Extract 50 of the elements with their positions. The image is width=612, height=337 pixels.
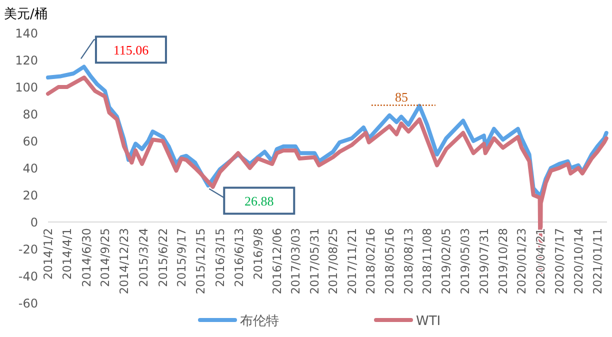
x-tick-label: 2016/3/15: [212, 228, 227, 287]
x-tick-label: 2020/10/14: [571, 228, 586, 294]
x-tick-label: 2016/6/13: [232, 228, 246, 287]
legend-label: WTI: [416, 314, 441, 329]
annotation: 26.88: [244, 194, 274, 209]
x-tick-label: 2014/1/2: [41, 228, 55, 280]
legend-label: 布伦特: [240, 314, 279, 329]
x-tick-label: 2014/12/23: [117, 228, 132, 294]
x-tick-label: 2020/07/17: [552, 228, 566, 294]
annotation: 115.06: [113, 42, 150, 58]
x-tick-label: 2015/9/17: [174, 228, 188, 287]
y-tick-label: 80: [22, 108, 38, 122]
y-tick-label: 140: [15, 26, 38, 40]
x-tick-label: 2018/11/08: [420, 228, 434, 294]
x-tick-label: 2019/02/05: [439, 228, 454, 294]
x-tick-label: 2017/08/25: [326, 228, 340, 294]
x-tick-label: 2017/03/03: [288, 228, 302, 294]
annotation: 85: [371, 89, 436, 106]
x-tick-label: 2018/08/13: [402, 228, 416, 294]
y-tick-label: 120: [15, 54, 38, 68]
annotation: 115.06: [80, 36, 167, 64]
x-tick-label: 2015/12/15: [193, 228, 208, 294]
x-tick-label: 2014/9/25: [98, 228, 112, 287]
y-tick-label: -40: [18, 270, 38, 284]
x-tick-label: 2017/11/21: [344, 228, 359, 294]
x-tick-label: 2015/6/22: [156, 228, 170, 287]
x-tick-label: 2014/4/1: [60, 228, 74, 280]
y-tick-label: -20: [18, 242, 38, 256]
annotation: 26.88: [208, 186, 296, 215]
y-tick-label: 60: [22, 134, 38, 148]
x-tick-label: 2020/01/23: [514, 228, 529, 294]
x-tick-label: 2017/05/31: [308, 228, 322, 294]
x-tick-label: 2018/05/16: [382, 228, 396, 294]
x-tick-label: 2016/12/06: [270, 228, 284, 294]
x-tick-label: 2019/10/28: [496, 228, 510, 294]
x-tick-label: 2016/9/8: [250, 228, 265, 280]
y-tick-label: -60: [18, 296, 38, 310]
y-tick-label: 20: [22, 188, 38, 202]
x-tick-label: 2019/07/31: [476, 228, 491, 294]
x-tick-label: 2019/05/03: [458, 228, 472, 294]
y-axis-title: 美元/桶: [4, 6, 48, 22]
annotation: 85: [394, 89, 408, 104]
x-tick-label: 2014/6/30: [79, 228, 94, 287]
y-tick-label: 0: [30, 216, 38, 230]
x-tick-label: 2018/02/16: [363, 228, 378, 294]
y-tick-label: 100: [15, 80, 38, 94]
x-tick-label: 2021/01/11: [590, 228, 604, 294]
x-tick-label: 2015/3/24: [136, 228, 150, 287]
x-tick-label: 2020/04/21: [534, 228, 548, 294]
y-tick-label: 40: [22, 162, 38, 176]
